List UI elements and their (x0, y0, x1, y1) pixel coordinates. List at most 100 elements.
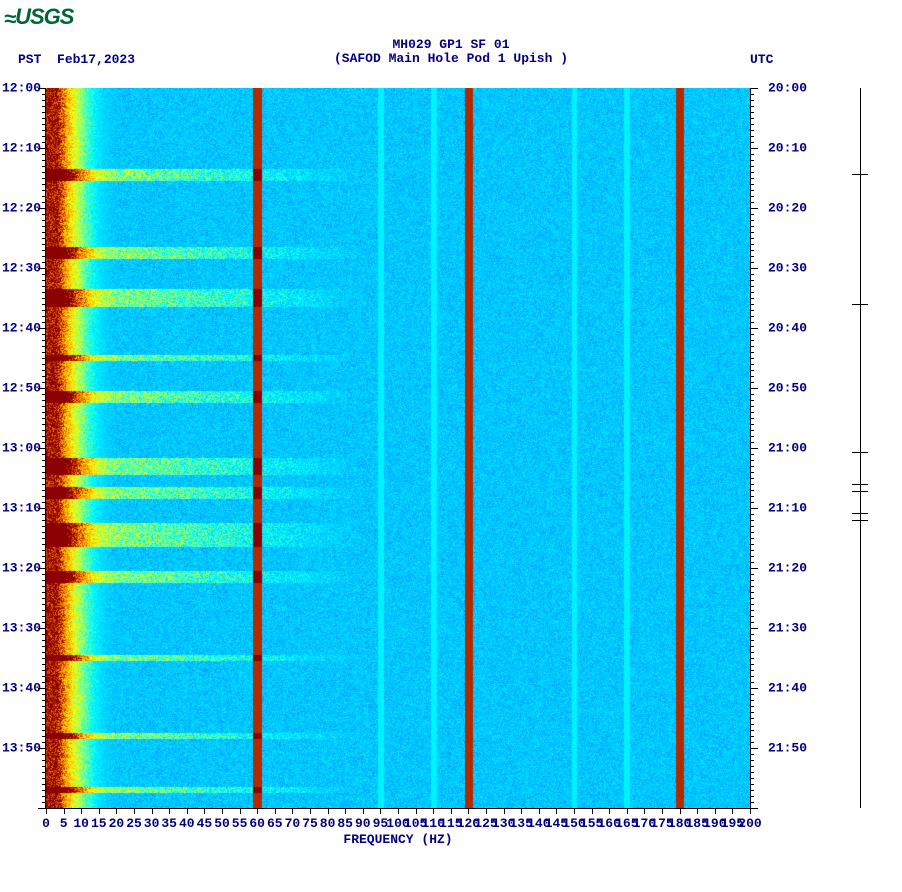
y-tick-right (750, 406, 754, 407)
y-tick-left (42, 772, 46, 773)
amplitude-event-mark (852, 452, 868, 453)
y-tick-right (750, 376, 754, 377)
y-tick-left (42, 610, 46, 611)
y-tick-left (42, 742, 46, 743)
amplitude-panel (840, 88, 895, 808)
y-tick-right (750, 238, 754, 239)
y-left-label: 12:20 (2, 201, 41, 216)
y-tick-left (42, 118, 46, 119)
y-tick-left (38, 448, 46, 449)
y-tick-left (42, 790, 46, 791)
y-tick-left (38, 808, 46, 809)
y-tick-left (42, 100, 46, 101)
usgs-logo: ≈USGS (4, 4, 73, 30)
y-tick-left (42, 478, 46, 479)
y-tick-left (38, 568, 46, 569)
x-tick (187, 808, 188, 814)
y-tick-left (42, 166, 46, 167)
y-tick-right (750, 250, 754, 251)
y-tick-left (42, 202, 46, 203)
y-tick-right (750, 130, 754, 131)
y-tick-left (42, 550, 46, 551)
x-tick (64, 808, 65, 814)
y-tick-left (42, 736, 46, 737)
y-tick-left (42, 670, 46, 671)
x-tick-label: 60 (249, 816, 265, 831)
y-tick-right (750, 328, 758, 329)
y-tick-left (42, 214, 46, 215)
y-tick-left (42, 394, 46, 395)
x-tick (116, 808, 117, 814)
amplitude-event-mark (852, 491, 868, 492)
y-tick-left (42, 304, 46, 305)
y-tick-right (750, 466, 754, 467)
x-tick (416, 808, 417, 814)
y-tick-left (42, 412, 46, 413)
y-tick-left (42, 346, 46, 347)
y-tick-right (750, 694, 754, 695)
y-tick-left (42, 136, 46, 137)
y-tick-right (750, 442, 754, 443)
y-right-label: 21:30 (768, 621, 807, 636)
y-tick-right (750, 124, 754, 125)
y-left-label: 12:00 (2, 81, 41, 96)
y-tick-left (42, 796, 46, 797)
x-tick (345, 808, 346, 814)
y-tick-right (750, 184, 754, 185)
y-tick-left (42, 142, 46, 143)
y-tick-left (42, 730, 46, 731)
y-tick-right (750, 100, 754, 101)
x-tick-label: 30 (144, 816, 160, 831)
y-tick-right (750, 448, 758, 449)
y-tick-right (750, 424, 754, 425)
y-tick-right (750, 754, 754, 755)
y-tick-right (750, 226, 754, 227)
y-tick-right (750, 688, 758, 689)
x-tick (46, 808, 47, 814)
y-tick-right (750, 418, 754, 419)
x-tick-label: 5 (60, 816, 68, 831)
y-tick-right (750, 460, 754, 461)
y-tick-right (750, 322, 754, 323)
y-left-label: 12:10 (2, 141, 41, 156)
y-tick-right (750, 190, 754, 191)
x-tick-label: 40 (179, 816, 195, 831)
y-tick-left (42, 94, 46, 95)
x-tick-label: 80 (320, 816, 336, 831)
x-tick (592, 808, 593, 814)
y-right-label: 20:40 (768, 321, 807, 336)
y-tick-right (750, 382, 754, 383)
y-tick-left (42, 124, 46, 125)
x-tick (680, 808, 681, 814)
y-tick-left (42, 802, 46, 803)
y-tick-right (750, 286, 754, 287)
x-tick-label: 10 (73, 816, 89, 831)
x-axis-title: FREQUENCY (HZ) (343, 832, 452, 847)
amplitude-baseline (860, 88, 861, 808)
y-tick-right (750, 478, 754, 479)
y-tick-left (42, 238, 46, 239)
y-tick-right (750, 352, 754, 353)
y-tick-left (38, 508, 46, 509)
x-tick (152, 808, 153, 814)
y-tick-left (42, 490, 46, 491)
y-left-label: 12:50 (2, 381, 41, 396)
y-tick-right (750, 622, 754, 623)
tz-left: PST (18, 52, 41, 67)
x-tick-label: 35 (161, 816, 177, 831)
x-tick (275, 808, 276, 814)
x-tick-label: 20 (109, 816, 125, 831)
y-tick-right (750, 796, 754, 797)
y-tick-left (42, 172, 46, 173)
y-tick-left (42, 286, 46, 287)
y-tick-right (750, 808, 758, 809)
y-tick-left (38, 88, 46, 89)
y-tick-left (42, 298, 46, 299)
y-tick-right (750, 484, 754, 485)
y-right-label: 20:20 (768, 201, 807, 216)
y-tick-right (750, 202, 754, 203)
y-tick-left (42, 340, 46, 341)
y-tick-left (42, 106, 46, 107)
y-tick-left (42, 196, 46, 197)
y-tick-left (42, 514, 46, 515)
